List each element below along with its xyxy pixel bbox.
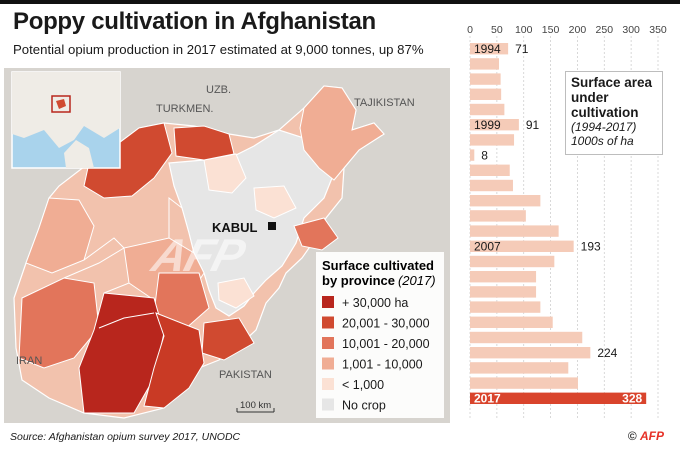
region-lt1000-b: [253, 185, 297, 219]
afghanistan-map: TURKMEN. UZB. TAJIKISTAN IRAN PAKISTAN K…: [4, 68, 450, 423]
bar-value-label: 328: [622, 392, 642, 406]
region-balkh: [173, 125, 235, 161]
legend-label: 10,001 - 20,000: [342, 337, 430, 351]
bar: [470, 58, 500, 70]
bar: [470, 331, 583, 344]
province-borders: [63, 196, 183, 329]
bar-year-label: 1994: [474, 42, 501, 56]
legend-swatch: [322, 316, 334, 329]
legend-label: 1,001 - 10,000: [342, 358, 423, 372]
bar: [470, 149, 475, 161]
page-title: Poppy cultivation in Afghanistan: [13, 8, 376, 35]
region-zabul: [201, 317, 255, 361]
x-tick-label: 350: [649, 24, 667, 36]
legend-label: No crop: [342, 399, 386, 413]
bar: [470, 73, 501, 85]
chart-note-title-1: Surface area: [571, 75, 653, 90]
inset-locator-map: [11, 71, 121, 169]
bar: [470, 271, 537, 283]
bar: [470, 255, 555, 268]
bar-value-label: 91: [526, 118, 540, 132]
source-note: Source: Afghanistan opium survey 2017, U…: [10, 431, 241, 443]
map-svg: TURKMEN. UZB. TAJIKISTAN IRAN PAKISTAN K…: [4, 68, 450, 423]
chart-note-title-2: under: [571, 90, 609, 105]
x-tick-label: 100: [515, 24, 533, 36]
bar: [470, 119, 519, 131]
bar-value-label: 8: [481, 148, 488, 162]
bar: [470, 362, 569, 374]
legend-title: Surface cultivated: [322, 258, 434, 273]
bar-value-label: 71: [515, 42, 529, 56]
x-tick-label: 200: [569, 24, 587, 36]
bar: [470, 103, 505, 116]
bar: [470, 88, 502, 100]
bar: [470, 377, 578, 389]
bar-year-label: 2017: [474, 392, 501, 406]
bar-value-label: 224: [597, 346, 617, 360]
bar: [470, 164, 510, 176]
bar: [470, 210, 526, 222]
bar: [470, 195, 541, 207]
region-nangarhar: [293, 217, 339, 251]
chart-annotation: Surface area under cultivation (1994-201…: [565, 71, 663, 155]
chart-note-units: 1000s of ha: [571, 134, 634, 148]
label-uzb: UZB.: [206, 84, 231, 96]
region-kandahar: [143, 312, 205, 409]
bar: [470, 43, 509, 55]
bar: [470, 316, 553, 328]
legend-label: + 30,000 ha: [342, 296, 408, 310]
bar: [470, 392, 647, 404]
scale-label: 100 km: [240, 400, 271, 411]
kabul-marker: [268, 222, 276, 230]
x-tick-label: 250: [596, 24, 614, 36]
chart-note-title-3: cultivation: [571, 105, 639, 120]
bar: [470, 179, 513, 192]
label-iran: IRAN: [16, 355, 42, 367]
region-farah: [18, 277, 100, 369]
label-pakistan: PAKISTAN: [219, 369, 272, 381]
x-tick-label: 150: [542, 24, 560, 36]
map-legend: Surface cultivated by province (2017) + 3…: [316, 252, 444, 418]
region-faryab: [83, 122, 173, 199]
bar: [470, 240, 574, 252]
x-tick-label: 50: [491, 24, 503, 36]
afp-watermark: AFP: [147, 229, 250, 281]
afp-credit: © AFP: [628, 429, 664, 443]
region-helmand: [78, 292, 165, 414]
page-subtitle: Potential opium production in 2017 estim…: [13, 42, 424, 57]
x-tick-label: 0: [467, 24, 473, 36]
region-badakhshan: [299, 85, 385, 181]
region-lt1000-c: [217, 277, 255, 309]
bar-chart-svg: 0 50 100 150 200 250 300 350 1994 71 1999 91 8 2007 19…: [467, 24, 667, 420]
copyright-symbol: ©: [627, 429, 637, 443]
afp-logo: AFP: [640, 429, 664, 443]
bar-year-label: 1999: [474, 118, 501, 132]
legend-swatch: [322, 357, 334, 370]
bar-value-label: 193: [581, 240, 601, 254]
label-turkmen: TURKMEN.: [156, 103, 213, 115]
legend-label: 20,001 - 30,000: [342, 317, 430, 331]
cultivation-bar-chart: 0 50 100 150 200 250 300 350 1994 71 1999 91 8 2007 19…: [466, 20, 676, 424]
legend-title-line2: by province (2017): [322, 273, 436, 288]
chart-note-years: (1994-2017): [571, 120, 637, 134]
bar: [470, 301, 541, 313]
bar: [470, 134, 515, 146]
top-rule: [0, 0, 680, 4]
legend-swatch: [322, 337, 334, 349]
legend-swatch: [322, 398, 334, 411]
x-tick-label: 300: [622, 24, 640, 36]
label-tajikistan: TAJIKISTAN: [354, 97, 415, 109]
bar-year-label: 2007: [474, 240, 501, 254]
legend-swatch: [322, 378, 334, 390]
bar: [470, 286, 537, 298]
bar: [470, 347, 591, 359]
legend-label: < 1,000: [342, 378, 384, 392]
region-west: [25, 197, 95, 274]
label-kabul: KABUL: [212, 220, 258, 235]
legend-swatch: [322, 296, 334, 308]
bar: [470, 225, 559, 237]
scale-bar: [236, 408, 275, 413]
